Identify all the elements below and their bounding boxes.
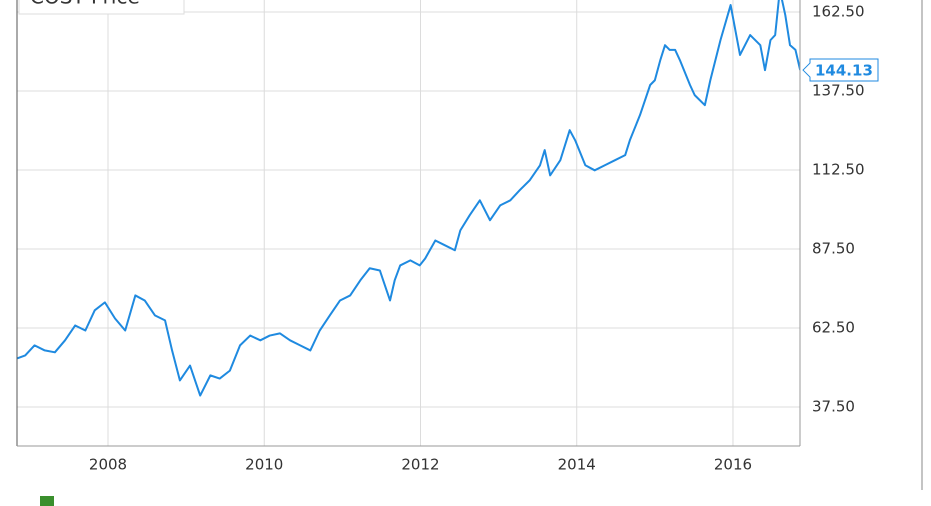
logo-icon bbox=[40, 496, 54, 506]
y-tick-label: 162.50 bbox=[812, 3, 865, 21]
title-box bbox=[18, 0, 185, 15]
price-line bbox=[17, 0, 800, 397]
y-tick-label: 87.50 bbox=[812, 239, 855, 257]
grid bbox=[17, 0, 800, 446]
y-tick-label: 112.50 bbox=[812, 160, 865, 178]
chart-title: COST Price bbox=[30, 0, 140, 9]
plot-area bbox=[17, 0, 800, 446]
x-tick-label: 2010 bbox=[245, 456, 283, 474]
y-tick-label: 137.50 bbox=[812, 82, 865, 100]
last-value-box bbox=[802, 58, 879, 82]
y-tick-label: 62.50 bbox=[812, 318, 855, 336]
x-tick-label: 2014 bbox=[558, 456, 596, 474]
x-tick-label: 2012 bbox=[401, 456, 439, 474]
y-tick-label: 37.50 bbox=[812, 397, 855, 415]
x-tick-label: 2016 bbox=[714, 456, 752, 474]
last-value-label: 144.13 bbox=[815, 62, 873, 80]
series-layer bbox=[17, 0, 800, 397]
x-tick-label: 2008 bbox=[89, 456, 127, 474]
